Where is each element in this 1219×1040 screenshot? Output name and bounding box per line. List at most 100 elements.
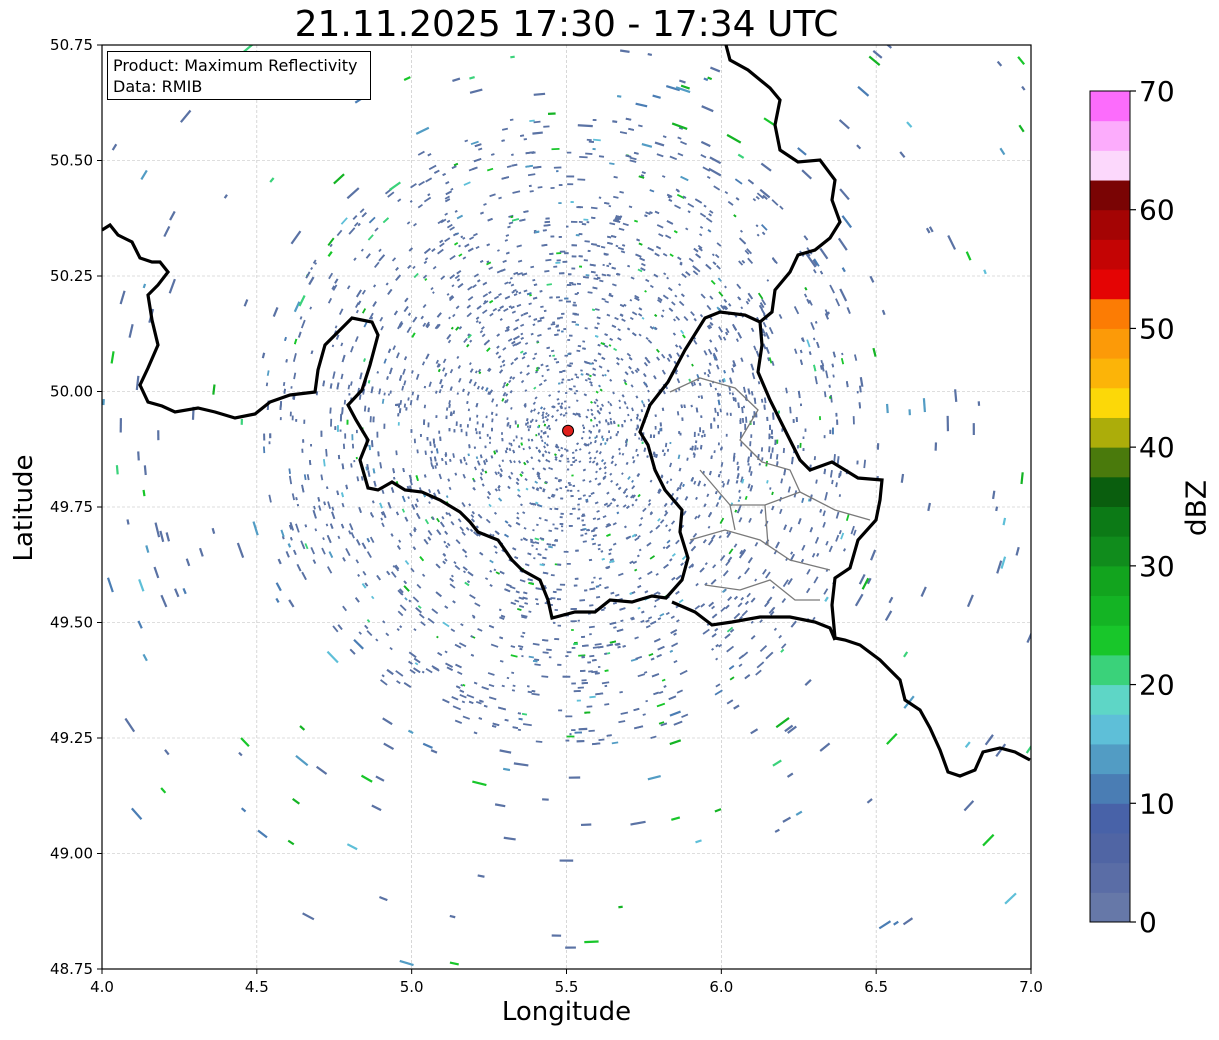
radar-echo: [643, 361, 648, 367]
radar-echo: [681, 273, 687, 279]
radar-echo: [288, 524, 293, 530]
radar-echo: [304, 543, 309, 550]
radar-echo: [542, 407, 546, 411]
radar-echo: [609, 640, 617, 644]
radar-echo: [354, 336, 359, 343]
radar-echo: [696, 447, 699, 450]
radar-echo: [511, 671, 515, 675]
radar-echo: [678, 79, 686, 84]
radar-echo: [580, 373, 584, 376]
radar-echo: [556, 259, 561, 262]
radar-echo: [575, 389, 579, 393]
radar-echo: [550, 467, 554, 471]
radar-echo: [683, 404, 686, 409]
radar-echo: [838, 119, 850, 130]
radar-echo: [385, 282, 389, 286]
radar-echo: [845, 514, 850, 522]
radar-echo: [673, 230, 678, 234]
radar-echo: [374, 261, 380, 269]
radar-echo: [457, 671, 463, 675]
radar-echo: [611, 266, 616, 270]
radar-echo: [709, 382, 713, 388]
radar-echo: [240, 418, 243, 425]
radar-echo: [672, 332, 676, 336]
radar-echo: [653, 691, 660, 696]
radar-echo: [284, 336, 287, 341]
radar-echo: [765, 332, 770, 340]
radar-echo: [497, 706, 507, 711]
radar-echo: [507, 523, 511, 527]
radar-echo: [517, 712, 522, 715]
radar-echo: [439, 239, 444, 244]
radar-echo: [567, 364, 571, 367]
radar-echo: [694, 605, 701, 610]
radar-echo: [589, 441, 593, 445]
radar-echo: [662, 252, 668, 257]
radar-echo: [491, 398, 495, 403]
radar-echo: [627, 264, 631, 268]
radar-echo: [678, 467, 682, 472]
radar-echo: [375, 638, 379, 642]
radar-echo: [568, 406, 571, 409]
radar-echo: [720, 447, 723, 451]
radar-echo: [468, 362, 472, 366]
radar-echo: [620, 250, 626, 254]
radar-echo: [354, 597, 360, 603]
radar-echo: [609, 222, 616, 226]
radar-echo: [355, 456, 358, 460]
radar-echo: [495, 571, 500, 575]
radar-echo: [523, 461, 527, 466]
radar-echo: [631, 485, 636, 490]
radar-echo: [535, 587, 541, 590]
radar-echo: [641, 142, 653, 148]
radar-echo: [518, 596, 524, 600]
radar-echo: [285, 551, 290, 558]
radar-echo: [723, 378, 726, 383]
radar-echo: [616, 94, 622, 98]
radar-echo: [477, 460, 480, 464]
radar-echo: [211, 527, 216, 534]
radar-echo: [291, 493, 296, 501]
radar-echo: [628, 356, 633, 361]
radar-echo: [634, 536, 640, 542]
radar-echo: [718, 291, 724, 297]
radar-echo: [487, 491, 492, 496]
radar-echo: [327, 237, 335, 246]
radar-echo: [427, 536, 432, 541]
radar-echo: [576, 739, 585, 743]
radar-echo: [702, 539, 707, 544]
radar-echo: [537, 449, 542, 453]
radar-echo: [265, 382, 269, 387]
radar-echo: [876, 443, 880, 450]
country-border-west: [102, 45, 842, 620]
radar-echo: [395, 511, 399, 516]
radar-echo: [588, 729, 595, 733]
radar-echo: [486, 243, 491, 247]
radar-echo: [638, 548, 642, 552]
radar-echo: [698, 247, 703, 252]
radar-echo: [532, 131, 543, 135]
radar-echo: [544, 269, 550, 273]
radar-echo: [570, 463, 573, 467]
radar-echo: [346, 843, 358, 851]
radar-echo: [599, 388, 603, 392]
radar-echo: [516, 424, 520, 428]
y-tick-label: 49.75: [50, 498, 93, 516]
radar-echo: [679, 261, 683, 265]
radar-echo: [423, 538, 429, 545]
radar-echo: [539, 486, 543, 490]
radar-echo: [312, 559, 317, 564]
radar-echo: [547, 424, 551, 428]
radar-echo: [653, 605, 657, 608]
radar-echo: [583, 393, 587, 397]
radar-echo: [571, 451, 575, 454]
radar-echo: [290, 386, 293, 389]
radar-echo: [741, 610, 748, 617]
radar-echo: [676, 193, 685, 199]
radar-echo: [663, 685, 667, 688]
radar-echo: [533, 283, 538, 287]
radar-echo: [716, 264, 721, 270]
radar-echo: [456, 392, 459, 395]
colorbar-tick-label: 40: [1139, 431, 1175, 464]
radar-echo: [752, 421, 755, 425]
